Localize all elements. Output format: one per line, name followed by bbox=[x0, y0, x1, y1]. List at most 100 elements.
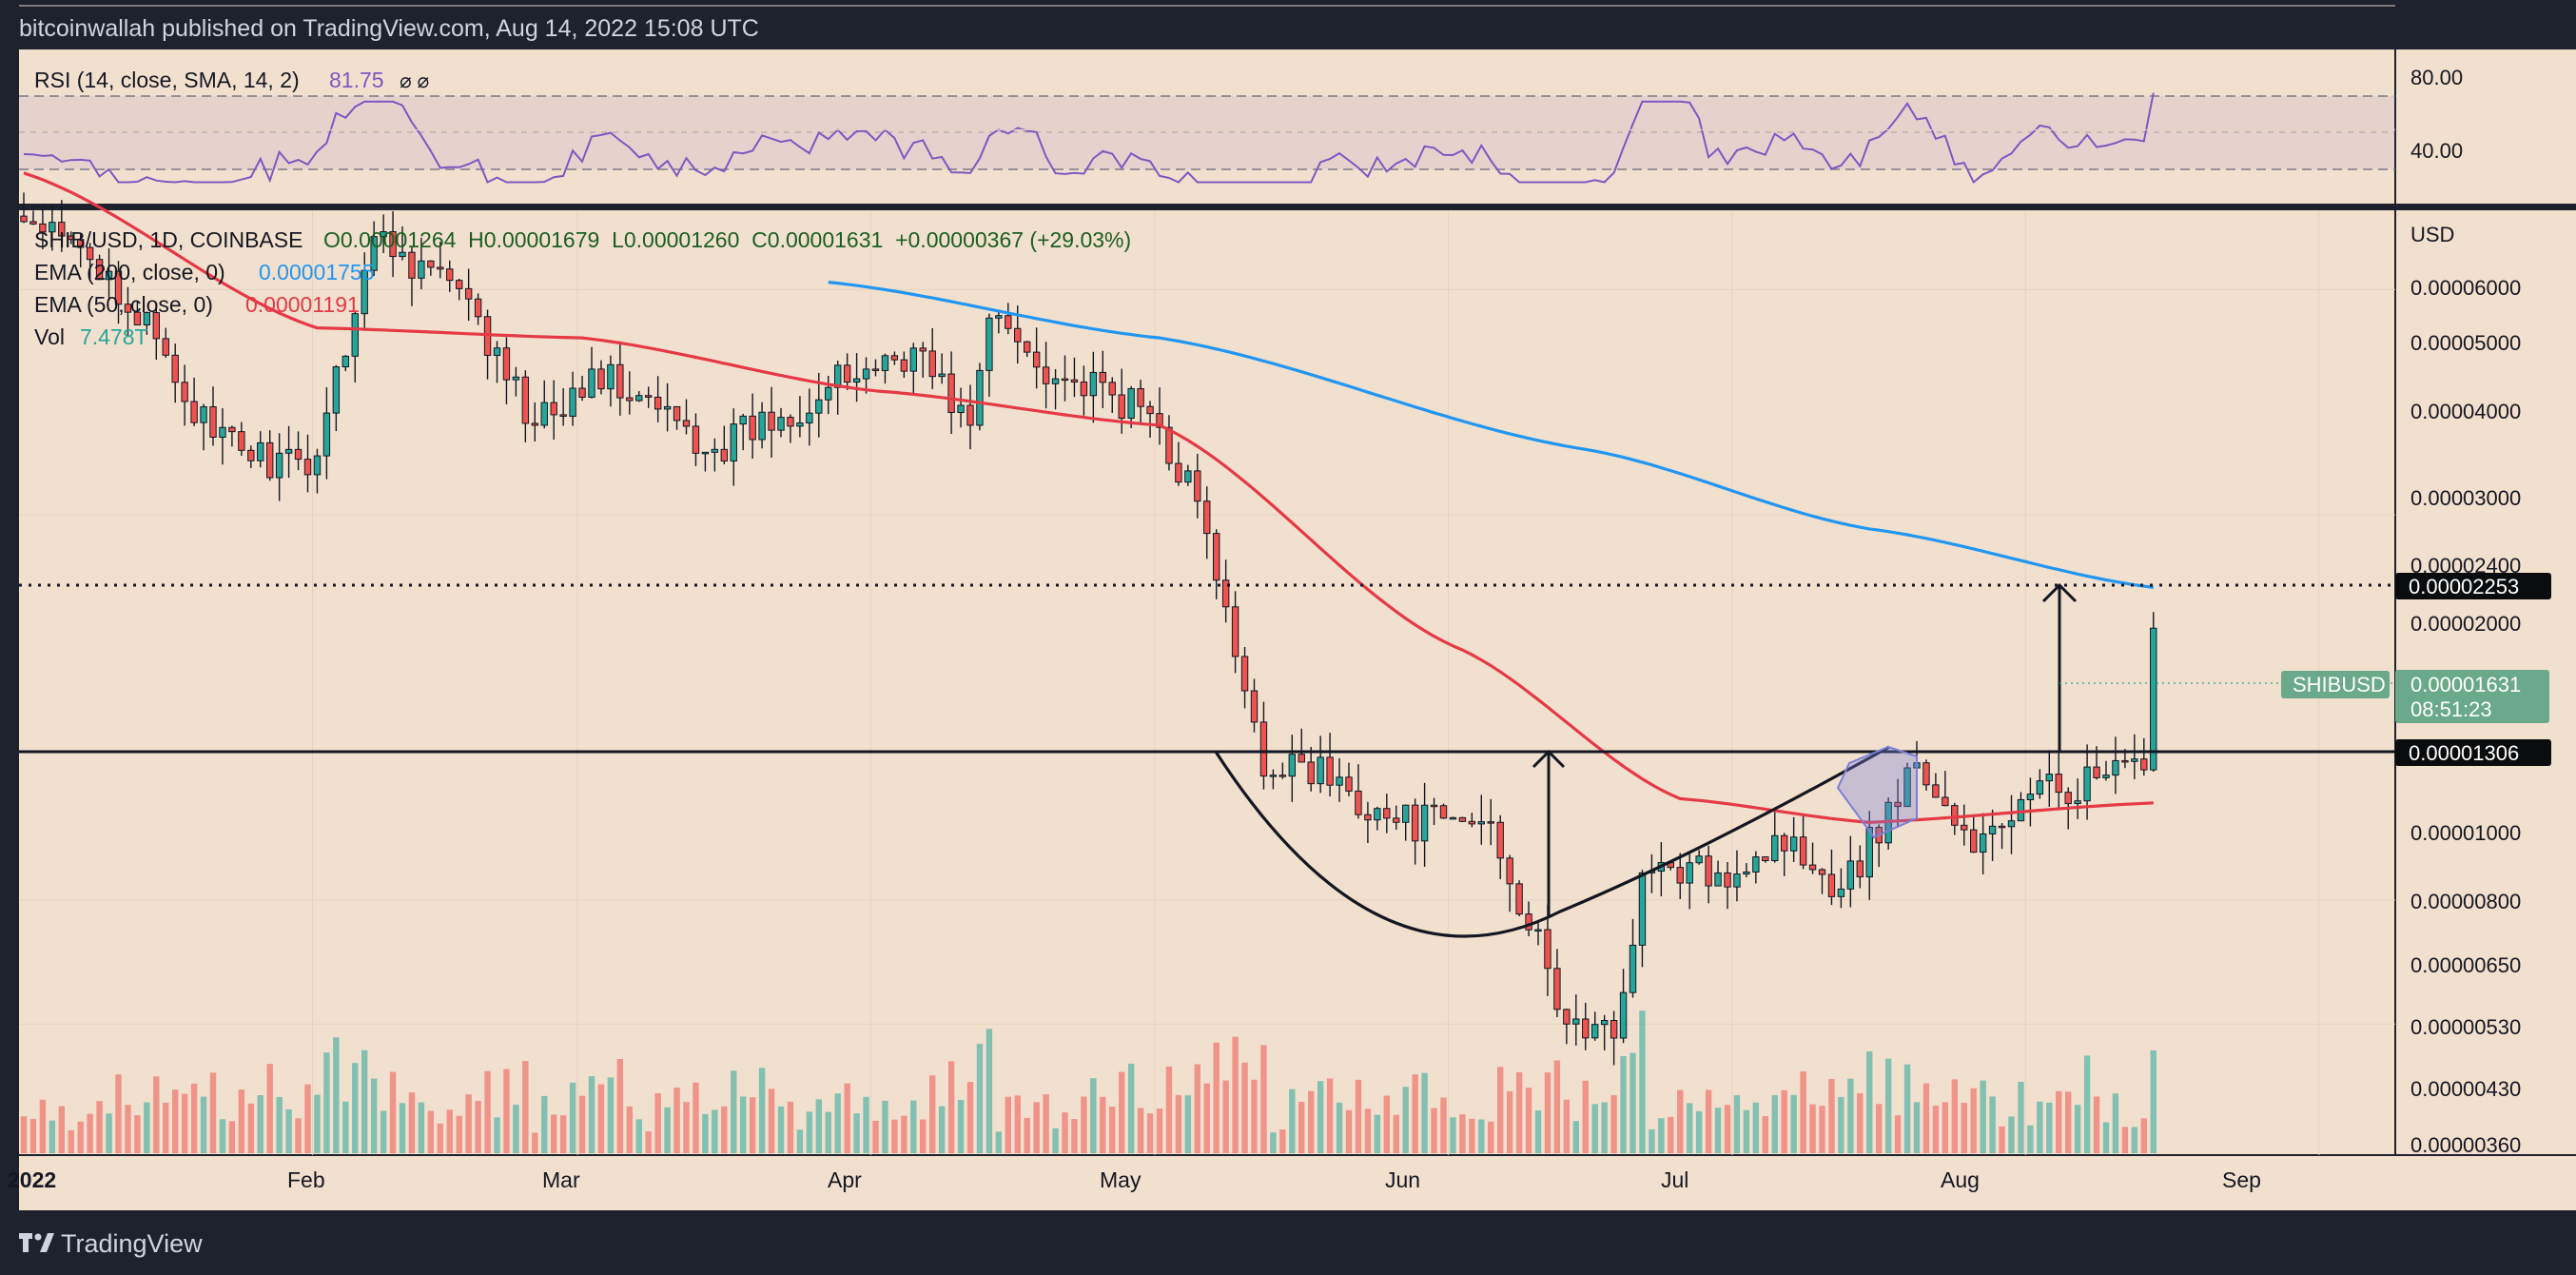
candle-body bbox=[200, 406, 207, 423]
volume-bar bbox=[1459, 1114, 1466, 1153]
candle-body bbox=[692, 425, 700, 454]
candle-body bbox=[1572, 1018, 1580, 1025]
volume-bar bbox=[957, 1099, 965, 1153]
volume-bar bbox=[731, 1070, 737, 1153]
volume-bar bbox=[758, 1068, 766, 1153]
volume-bar bbox=[853, 1113, 860, 1153]
volume-bars bbox=[20, 1010, 2156, 1153]
candle-body bbox=[862, 368, 870, 380]
volume-bar bbox=[285, 1108, 292, 1153]
volume-bar bbox=[1469, 1118, 1475, 1153]
candle-body bbox=[1165, 426, 1173, 464]
candle-body bbox=[389, 231, 397, 258]
volume-bar bbox=[20, 1116, 28, 1153]
volume-bar bbox=[1119, 1071, 1125, 1153]
main-pane bbox=[19, 210, 2395, 1155]
candle-body bbox=[881, 355, 889, 371]
volume-bar bbox=[1572, 1121, 1579, 1153]
time-label: Jun bbox=[1385, 1167, 1420, 1192]
volume-bar bbox=[1052, 1128, 1059, 1153]
candle-body bbox=[1032, 351, 1041, 368]
volume-bar bbox=[522, 1061, 529, 1153]
candle-body bbox=[1619, 991, 1628, 1039]
volume-bar bbox=[1591, 1104, 1598, 1153]
candle-body bbox=[1240, 656, 1249, 692]
candle-body bbox=[1846, 860, 1855, 890]
volume-bar bbox=[1090, 1078, 1097, 1153]
candle-body bbox=[1762, 856, 1769, 862]
volume-bar bbox=[929, 1075, 936, 1153]
volume-bar bbox=[1374, 1114, 1381, 1153]
volume-bar bbox=[1980, 1080, 1986, 1153]
candle-body bbox=[1307, 761, 1315, 785]
volume-bar bbox=[2150, 1050, 2156, 1153]
candle-body bbox=[1430, 804, 1438, 808]
volume-bar bbox=[947, 1061, 955, 1153]
volume-bar bbox=[2140, 1118, 2147, 1153]
price-tick: 0.00000650 bbox=[2410, 953, 2521, 977]
candle-body bbox=[540, 402, 548, 426]
price-tick: 0.00000800 bbox=[2410, 890, 2521, 913]
ema200-value: 0.00001755 bbox=[259, 260, 375, 284]
rsi-visibility-icons: ⌀ ⌀ bbox=[400, 70, 429, 92]
candle-body bbox=[2102, 775, 2110, 778]
volume-bar bbox=[77, 1121, 84, 1153]
candle-body bbox=[1610, 1020, 1618, 1039]
candle-body bbox=[1827, 873, 1836, 897]
volume-bar bbox=[1402, 1087, 1409, 1153]
volume-bar bbox=[1497, 1067, 1504, 1153]
rsi-line bbox=[23, 92, 2155, 185]
candle-body bbox=[1326, 756, 1334, 786]
volume-bar bbox=[702, 1113, 709, 1153]
candle-body bbox=[1988, 825, 1997, 834]
candle-body bbox=[58, 222, 66, 237]
candle-body bbox=[502, 347, 511, 381]
price-tick: 0.00000530 bbox=[2410, 1015, 2521, 1039]
volume-bar bbox=[1071, 1119, 1078, 1153]
candle-body bbox=[1506, 857, 1513, 885]
price-tick: 0.00000430 bbox=[2410, 1077, 2521, 1101]
volume-bar bbox=[2018, 1081, 2024, 1153]
volume-bar bbox=[693, 1082, 699, 1153]
volume-bar bbox=[1620, 1056, 1627, 1153]
volume-bar bbox=[456, 1115, 462, 1153]
tradingview-logo bbox=[19, 1233, 54, 1252]
candle-body bbox=[711, 448, 719, 453]
candle-body bbox=[986, 317, 993, 371]
volume-bar bbox=[1553, 1060, 1561, 1153]
candle-body bbox=[228, 426, 236, 433]
volume-bar bbox=[342, 1101, 349, 1153]
volume-bar bbox=[276, 1096, 283, 1153]
volume-bar bbox=[1705, 1089, 1712, 1153]
candle-body bbox=[2036, 780, 2044, 795]
volume-bar bbox=[1203, 1083, 1210, 1153]
volume-bar bbox=[333, 1037, 340, 1153]
candle-body bbox=[1231, 606, 1239, 657]
volume-bar bbox=[1043, 1094, 1049, 1153]
volume-bar bbox=[323, 1052, 330, 1153]
volume-bar bbox=[1033, 1102, 1040, 1153]
candle-body bbox=[351, 313, 359, 357]
bar-countdown: 08:51:23 bbox=[2410, 697, 2492, 721]
candle-body bbox=[39, 223, 47, 233]
volume-bar bbox=[626, 1106, 633, 1153]
volume-bar bbox=[1364, 1108, 1372, 1153]
volume-bar bbox=[1345, 1109, 1353, 1153]
volume-bar bbox=[39, 1099, 47, 1153]
volume-bar bbox=[437, 1123, 443, 1153]
volume-bar bbox=[172, 1089, 179, 1153]
candle-body bbox=[427, 260, 435, 268]
volume-bar bbox=[380, 1110, 387, 1153]
rsi-label: RSI (14, close, SMA, 14, 2) bbox=[34, 68, 300, 92]
volume-bar bbox=[740, 1096, 747, 1153]
volume-bar bbox=[1431, 1108, 1437, 1153]
volume-bar bbox=[484, 1070, 491, 1153]
volume-bar bbox=[844, 1083, 850, 1153]
candle-body bbox=[654, 396, 662, 410]
volume-bar bbox=[257, 1095, 263, 1153]
volume-bar bbox=[882, 1100, 888, 1153]
rsi-tick-40: 40.00 bbox=[2410, 139, 2463, 163]
volume-bar bbox=[2102, 1122, 2110, 1153]
volume-bar bbox=[1668, 1116, 1674, 1153]
